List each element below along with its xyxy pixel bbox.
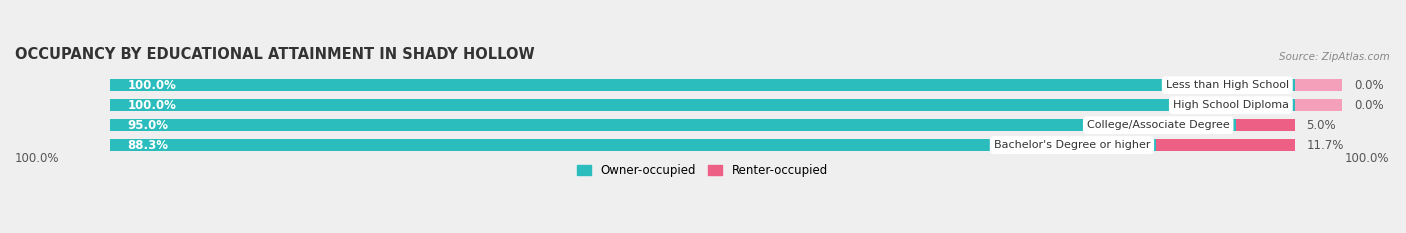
Text: 11.7%: 11.7%	[1306, 139, 1344, 151]
Text: 0.0%: 0.0%	[1354, 99, 1384, 112]
Bar	[110, 99, 1295, 111]
Bar	[110, 119, 1295, 131]
Bar	[1295, 99, 1343, 111]
Text: 100.0%: 100.0%	[15, 151, 59, 164]
Text: 100.0%: 100.0%	[128, 99, 176, 112]
Text: Source: ZipAtlas.com: Source: ZipAtlas.com	[1279, 52, 1389, 62]
Bar	[110, 79, 1295, 91]
Text: High School Diploma: High School Diploma	[1173, 100, 1289, 110]
Text: 100.0%: 100.0%	[1346, 151, 1389, 164]
Text: 100.0%: 100.0%	[128, 79, 176, 92]
Bar	[1295, 79, 1343, 91]
Text: 95.0%: 95.0%	[128, 119, 169, 132]
Text: 88.3%: 88.3%	[128, 139, 169, 151]
Bar	[110, 119, 1236, 131]
Text: 0.0%: 0.0%	[1354, 79, 1384, 92]
Text: 5.0%: 5.0%	[1306, 119, 1336, 132]
Bar	[1236, 119, 1295, 131]
Text: Less than High School: Less than High School	[1166, 80, 1289, 90]
Legend: Owner-occupied, Renter-occupied: Owner-occupied, Renter-occupied	[572, 159, 832, 182]
Bar	[110, 139, 1295, 151]
Bar	[110, 139, 1156, 151]
Bar	[110, 79, 1295, 91]
Bar	[1156, 139, 1295, 151]
Text: OCCUPANCY BY EDUCATIONAL ATTAINMENT IN SHADY HOLLOW: OCCUPANCY BY EDUCATIONAL ATTAINMENT IN S…	[15, 47, 534, 62]
Text: College/Associate Degree: College/Associate Degree	[1087, 120, 1230, 130]
Text: Bachelor's Degree or higher: Bachelor's Degree or higher	[994, 140, 1150, 150]
Bar	[110, 99, 1295, 111]
